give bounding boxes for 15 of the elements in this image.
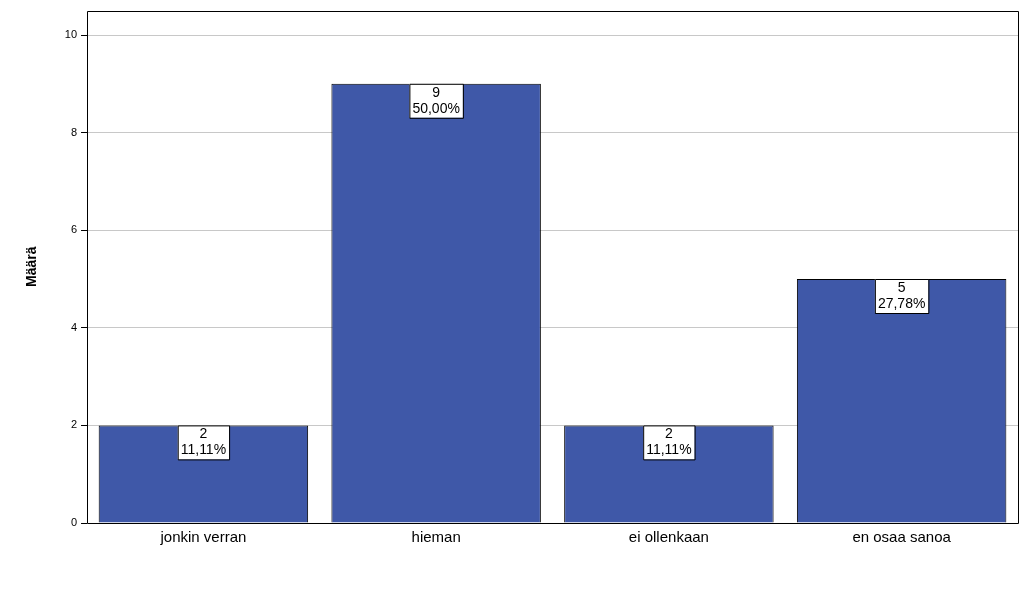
data-label: 9 50,00% (412, 83, 460, 116)
x-tick-label: jonkin verran (159, 528, 247, 546)
y-tick-label: 8 (70, 125, 78, 138)
data-label: 2 11,11% (180, 425, 227, 458)
x-tick-label: ei ollenkaan (628, 528, 709, 546)
x-tick-label: hieman (411, 528, 461, 546)
y-tick-label: 10 (64, 28, 78, 41)
x-tick-label: en osaa sanoa (852, 528, 952, 546)
y-tick-label: 0 (70, 516, 78, 529)
data-label: 2 11,11% (646, 425, 692, 458)
y-tick-label: 6 (70, 223, 78, 236)
y-axis-title: Määrä (23, 246, 40, 288)
y-tick-label: 2 (70, 418, 78, 431)
data-label: 5 27,78% (877, 278, 926, 311)
y-tick-label: 4 (70, 320, 78, 333)
